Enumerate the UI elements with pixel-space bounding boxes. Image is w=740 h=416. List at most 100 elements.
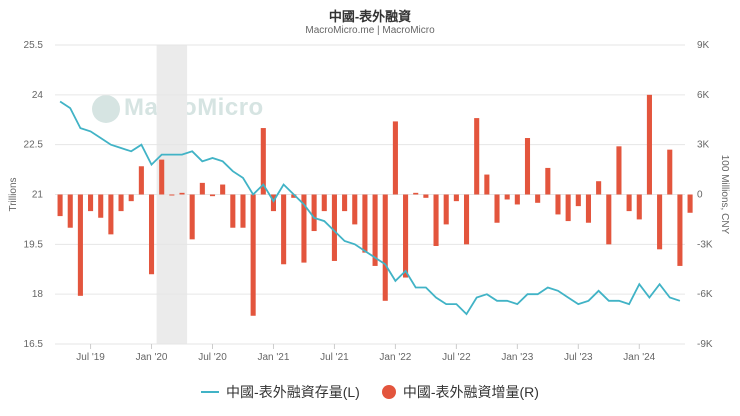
bar (606, 194, 612, 245)
bar (220, 184, 226, 195)
bar (179, 192, 185, 195)
left-tick-label: 25.5 (24, 40, 44, 51)
x-tick-label: Jul '22 (442, 352, 471, 363)
x-tick-label: Jul '19 (76, 352, 105, 363)
bar (382, 194, 388, 301)
legend-bar-label: 中國-表外融資增量(R) (402, 384, 539, 400)
bar (159, 159, 165, 195)
bar (352, 194, 358, 225)
bar (291, 194, 297, 198)
bar (311, 194, 317, 232)
watermark-text: MacroMicro (124, 94, 264, 121)
bar (636, 194, 642, 220)
watermark-logo: MacroMicro (92, 94, 264, 123)
bar-swatch-icon (381, 385, 396, 399)
bar (504, 194, 510, 200)
bar (67, 194, 73, 228)
bar (240, 194, 246, 228)
left-tick-label: 18 (32, 289, 44, 300)
bar (331, 194, 337, 261)
bar (463, 194, 470, 245)
bar (189, 194, 195, 240)
bar (403, 194, 409, 278)
bar (57, 194, 63, 217)
bar (484, 174, 490, 195)
bar (596, 181, 602, 195)
bar (657, 194, 663, 250)
bar (270, 194, 277, 212)
left-tick-label: 21 (32, 190, 44, 201)
bar (687, 194, 693, 213)
bar (108, 194, 114, 235)
bar (301, 194, 307, 263)
right-tick-label: -6K (697, 289, 713, 300)
bar (342, 194, 348, 212)
right-tick-label: 9K (697, 40, 710, 51)
bar (230, 194, 236, 228)
x-tick-label: Jan '23 (501, 352, 533, 363)
bar (260, 128, 266, 195)
right-tick-label: 0 (697, 190, 703, 201)
legend-item-line[interactable]: 中國-表外融資存量(L) (201, 382, 360, 402)
bar (321, 194, 327, 212)
right-tick-label: 6K (697, 90, 710, 101)
bar (423, 194, 429, 198)
bar (362, 194, 368, 253)
x-tick-label: Jan '21 (257, 352, 289, 363)
bar (372, 194, 378, 266)
bar (585, 194, 592, 223)
x-tick-label: Jan '24 (623, 352, 655, 363)
bar (199, 182, 205, 195)
right-axis-title: 100 Millions, CNY (719, 155, 730, 235)
series-line (59, 100, 681, 316)
left-tick-label: 19.5 (24, 239, 44, 250)
right-tick-label: -3K (697, 239, 713, 250)
bar (138, 166, 144, 195)
legend-item-bar[interactable]: 中國-表外融資增量(R) (381, 382, 539, 402)
bar (535, 194, 541, 203)
right-tick-label: -9K (697, 339, 713, 350)
x-tick-label: Jul '20 (198, 352, 227, 363)
left-axis-title: Trillions (8, 177, 19, 211)
x-tick-label: Jan '20 (136, 352, 168, 363)
bar (88, 194, 94, 212)
bar (77, 194, 83, 296)
bar (524, 138, 531, 195)
bar (250, 194, 256, 316)
bar (443, 194, 449, 225)
bar (677, 194, 683, 266)
chart-subtitle: MacroMicro.me | MacroMicro (305, 25, 435, 36)
left-tick-label: 16.5 (24, 339, 44, 350)
left-tick-label: 24 (32, 90, 44, 101)
bar (209, 194, 216, 197)
chart-legend: 中國-表外融資存量(L) 中國-表外融資增量(R) (0, 382, 740, 402)
bar (575, 194, 581, 207)
bar (118, 194, 124, 212)
bar (453, 194, 459, 202)
bar (555, 194, 561, 215)
left-tick-label: 22.5 (24, 140, 44, 151)
bar (514, 194, 520, 205)
right-tick-label: 3K (697, 140, 710, 151)
x-tick-label: Jan '22 (379, 352, 411, 363)
bar (616, 146, 622, 195)
bar (626, 194, 632, 212)
bar (128, 194, 134, 202)
bar (474, 118, 480, 195)
bar (565, 194, 571, 222)
bar (148, 194, 155, 275)
bar (392, 121, 398, 195)
bar (433, 194, 439, 246)
line-swatch-icon (201, 391, 220, 393)
bar (545, 167, 551, 195)
bar (667, 149, 673, 195)
macromicro-logo-icon (92, 94, 120, 123)
bar (413, 192, 419, 195)
bar (98, 194, 104, 218)
x-tick-label: Jul '21 (320, 352, 349, 363)
x-tick-label: Jul '23 (564, 352, 593, 363)
bar (646, 94, 652, 195)
bar (494, 194, 500, 223)
bar (281, 194, 287, 265)
